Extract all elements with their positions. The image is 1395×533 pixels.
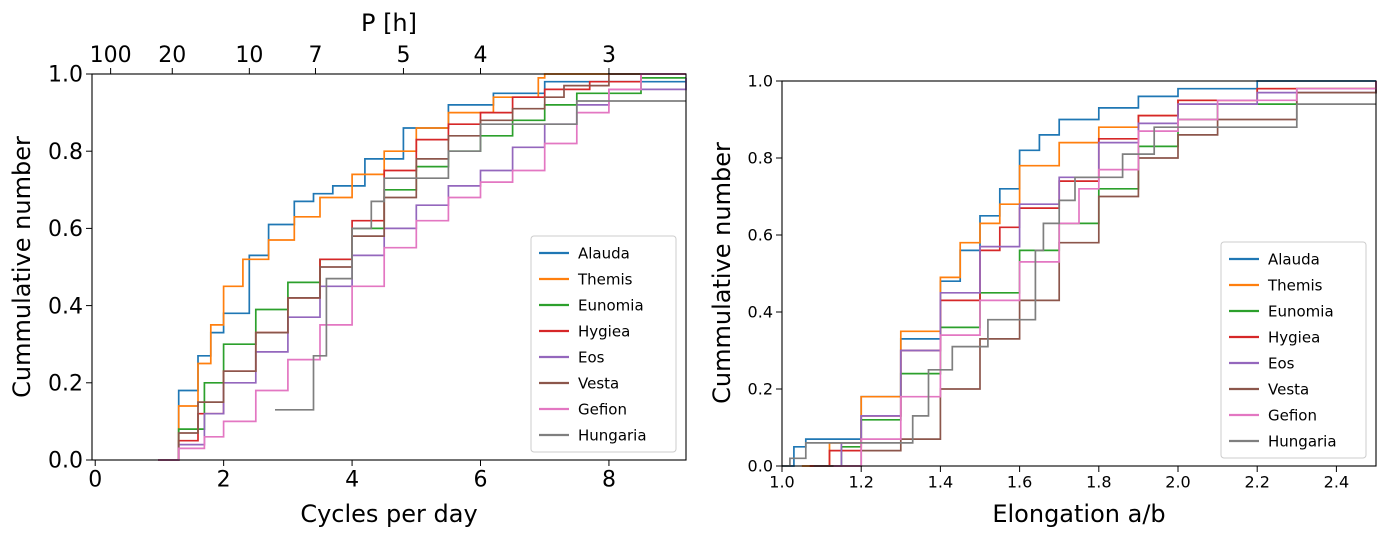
right-x-tick-label: 1.6 xyxy=(1007,473,1032,492)
right-x-tick-label: 1.0 xyxy=(769,473,794,492)
right-x-axis-label: Elongation a/b xyxy=(992,500,1165,528)
right-y-tick-label: 0.6 xyxy=(748,226,773,245)
left-legend-label-hygiea: Hygiea xyxy=(578,322,630,340)
right-plot-frame xyxy=(781,80,1377,467)
left-x-tick-label: 0 xyxy=(88,468,102,493)
left-y-tick-label: 0.8 xyxy=(48,140,83,165)
right-legend-label-vesta: Vesta xyxy=(1268,380,1309,398)
right-y-tick-label: 1.0 xyxy=(748,72,773,91)
right-x-tick-label: 1.2 xyxy=(848,473,873,492)
left-top-tick-label: 20 xyxy=(158,43,186,68)
right-y-tick-label: 0.0 xyxy=(748,457,773,476)
right-legend: Alauda Themis Eunomia Hygiea Eos Vesta Gefion H… xyxy=(1220,241,1367,459)
left-y-tick-label: 0.6 xyxy=(48,217,83,242)
right-x-tick-label: 2.4 xyxy=(1324,473,1349,492)
right-y-ticks: 0.0 0.2 0.4 0.6 0.8 1.0 xyxy=(748,72,782,476)
right-legend-label-gefion: Gefion xyxy=(1268,406,1317,424)
left-top-tick-label: 5 xyxy=(396,43,410,68)
right-series-line-gefion xyxy=(833,81,1377,467)
right-x-ticks: 1.0 1.2 1.4 1.6 1.8 2.0 2.2 2.4 xyxy=(769,466,1349,492)
right-series-line-hungaria xyxy=(782,103,1376,467)
left-y-tick-label: 0.4 xyxy=(48,294,83,319)
left-top-tick-label: 7 xyxy=(308,43,322,68)
right-legend-label-alauda: Alauda xyxy=(1268,250,1320,268)
right-legend-label-eunomia: Eunomia xyxy=(1268,302,1334,320)
left-top-tick-label: 10 xyxy=(235,43,263,68)
left-legend-label-vesta: Vesta xyxy=(578,374,619,392)
right-x-tick-label: 2.0 xyxy=(1165,473,1190,492)
left-legend-label-themis: Themis xyxy=(577,270,633,288)
right-panel: 1.0 1.2 1.4 1.6 1.8 2.0 2.2 2.4 0.0 0.2 0.4 0.6 0.8… xyxy=(708,72,1377,528)
left-legend-label-hungaria: Hungaria xyxy=(578,426,647,444)
left-legend-label-eunomia: Eunomia xyxy=(578,296,644,314)
left-series-layer xyxy=(158,73,687,461)
left-top-axis-label: P [h] xyxy=(361,9,417,37)
left-y-tick-label: 0.0 xyxy=(48,449,83,474)
left-x-tick-label: 8 xyxy=(602,468,616,493)
left-top-tick-label: 3 xyxy=(602,43,616,68)
right-x-tick-label: 2.2 xyxy=(1244,473,1269,492)
right-legend-label-themis: Themis xyxy=(1267,276,1323,294)
right-x-tick-label: 1.8 xyxy=(1086,473,1111,492)
left-legend-label-alauda: Alauda xyxy=(578,244,630,262)
right-x-tick-label: 1.4 xyxy=(928,473,953,492)
left-y-tick-label: 0.2 xyxy=(48,372,83,397)
right-y-tick-label: 0.4 xyxy=(748,303,773,322)
right-y-tick-label: 0.2 xyxy=(748,380,773,399)
left-plot-frame xyxy=(91,73,687,461)
left-panel: 0 2 4 6 8 0.0 0.2 0.4 0.6 0.8 1.0 100 20 10 7 5 4 3 P [… xyxy=(8,9,687,528)
right-legend-box xyxy=(1220,241,1367,459)
right-legend-label-hygiea: Hygiea xyxy=(1268,328,1320,346)
left-top-tick-label: 100 xyxy=(90,43,132,68)
left-top-tick-label: 4 xyxy=(474,43,488,68)
left-series-line-vesta xyxy=(158,73,686,461)
left-series-line-hungaria xyxy=(275,100,686,411)
right-y-tick-label: 0.8 xyxy=(748,149,773,168)
left-legend-label-gefion: Gefion xyxy=(578,400,627,418)
right-series-line-eos xyxy=(813,81,1377,467)
left-series-line-gefion xyxy=(158,73,686,461)
right-y-axis-label: Cummulative number xyxy=(708,142,736,404)
left-legend: Alauda Themis Eunomia Hygiea Eos Vesta Gefion H… xyxy=(530,235,677,453)
left-x-tick-label: 2 xyxy=(217,468,231,493)
left-top-ticks: 100 20 10 7 5 4 3 xyxy=(90,43,616,74)
left-legend-box xyxy=(530,235,677,453)
left-x-tick-label: 4 xyxy=(345,468,359,493)
right-series-layer xyxy=(782,80,1377,467)
left-y-tick-label: 1.0 xyxy=(48,63,83,88)
left-x-ticks: 0 2 4 6 8 xyxy=(88,460,616,493)
left-x-tick-label: 6 xyxy=(474,468,488,493)
right-legend-label-eos: Eos xyxy=(1268,354,1295,372)
left-legend-label-eos: Eos xyxy=(578,348,605,366)
left-series-line-themis xyxy=(158,73,686,461)
right-legend-label-hungaria: Hungaria xyxy=(1268,432,1337,450)
left-y-axis-label: Cummulative number xyxy=(8,136,36,398)
left-x-axis-label: Cycles per day xyxy=(300,500,477,528)
left-y-ticks: 0.0 0.2 0.4 0.6 0.8 1.0 xyxy=(48,63,92,474)
